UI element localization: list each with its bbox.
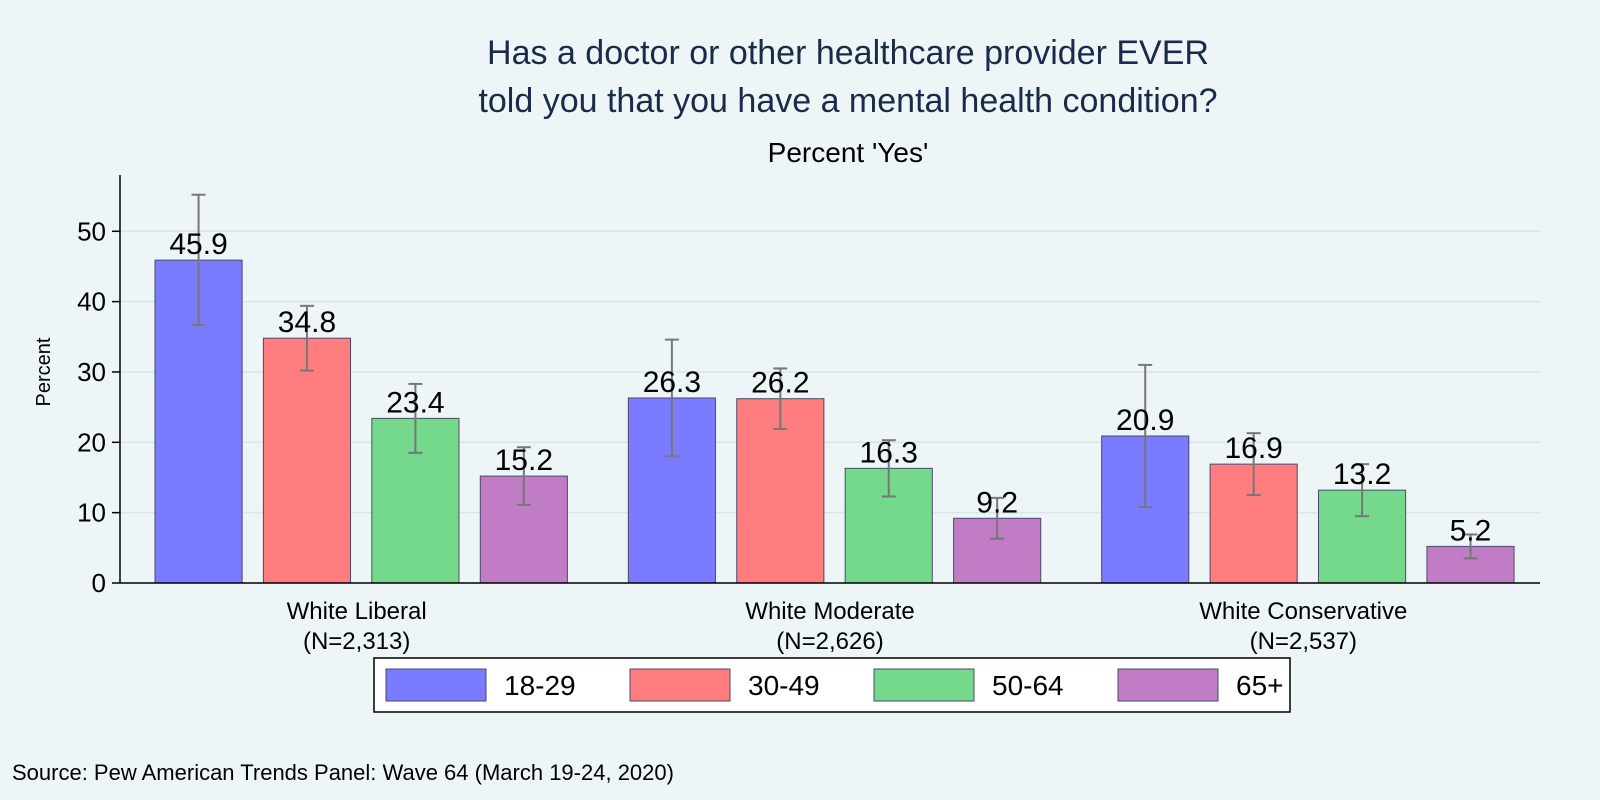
data-label: 16.3 <box>860 436 918 469</box>
legend-label: 18-29 <box>504 670 576 701</box>
data-label: 13.2 <box>1333 458 1391 491</box>
y-tick-label: 0 <box>92 568 106 598</box>
legend-swatch <box>1117 668 1219 702</box>
data-label: 16.9 <box>1224 432 1282 465</box>
y-tick-label: 10 <box>77 498 106 528</box>
y-tick-label: 20 <box>77 427 106 457</box>
data-label: 5.2 <box>1450 514 1492 547</box>
x-axis: White Liberal (N=2,313) White Moderate (N=2… <box>120 582 1540 655</box>
legend-swatch <box>629 668 731 702</box>
x-tick-n-label: (N=2,313) <box>303 628 410 655</box>
x-tick-n-label: (N=2,626) <box>776 628 883 655</box>
title-line-2: told you that you have a mental health c… <box>478 82 1217 120</box>
data-label: 26.2 <box>751 367 809 400</box>
data-label: 15.2 <box>495 444 553 477</box>
data-label: 26.3 <box>643 366 701 399</box>
data-label: 34.8 <box>278 306 336 339</box>
legend: 18-29 30-49 50-64 65+ <box>373 657 1291 713</box>
legend-swatch <box>385 668 487 702</box>
legend-label: 65+ <box>1236 670 1284 701</box>
x-tick-label: White Liberal <box>287 598 427 625</box>
x-tick-label: White Conservative <box>1199 598 1407 625</box>
data-label: 20.9 <box>1116 404 1174 437</box>
chart-title: Has a doctor or other healthcare provide… <box>478 34 1217 120</box>
chart-subtitle: Percent 'Yes' <box>768 137 929 168</box>
legend-label: 50-64 <box>992 670 1064 701</box>
data-label: 45.9 <box>169 228 227 261</box>
y-tick-label: 40 <box>77 287 106 317</box>
legend-label: 30-49 <box>748 670 820 701</box>
y-axis-label: Percent <box>33 337 55 406</box>
bars: 45.9 34.8 23.4 15.2 26.3 26.2 16.3 9.2 20.9 16.9 1… <box>154 193 1515 584</box>
y-tick-label: 30 <box>77 357 106 387</box>
y-axis: 0 10 20 30 40 50 <box>77 175 121 598</box>
legend-swatch <box>873 668 975 702</box>
gridlines <box>120 230 1540 514</box>
title-line-1: Has a doctor or other healthcare provide… <box>487 34 1209 72</box>
data-label: 23.4 <box>386 386 444 419</box>
x-tick-label: White Moderate <box>745 598 914 625</box>
source-note: Source: Pew American Trends Panel: Wave … <box>12 760 674 785</box>
y-tick-label: 50 <box>77 216 106 246</box>
bar <box>262 337 352 584</box>
x-tick-n-label: (N=2,537) <box>1250 628 1357 655</box>
data-label: 9.2 <box>976 486 1018 519</box>
